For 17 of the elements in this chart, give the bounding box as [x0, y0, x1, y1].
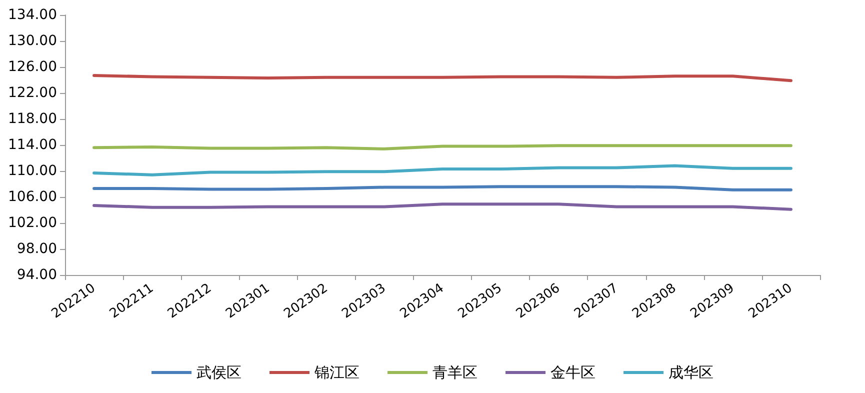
y-tick-label: 134.00 [8, 7, 57, 23]
legend-label: 成华区 [668, 364, 714, 382]
y-tick-label: 126.00 [8, 59, 57, 75]
line-series [92, 164, 792, 176]
y-tick-label: 130.00 [8, 33, 57, 49]
y-tick-label: 114.00 [8, 137, 57, 153]
y-tick-label: 98.00 [16, 241, 57, 257]
legend-label: 锦江区 [314, 364, 360, 382]
y-tick-label: 106.00 [8, 189, 57, 205]
legend-label: 金牛区 [550, 364, 596, 382]
y-tick-label: 118.00 [8, 111, 57, 127]
legend-label: 武侯区 [196, 364, 242, 382]
y-tick-label: 122.00 [8, 85, 57, 101]
y-tick-label: 94.00 [16, 267, 57, 283]
y-tick-label: 110.00 [8, 163, 57, 179]
legend-label: 青羊区 [432, 364, 478, 382]
y-tick-label: 102.00 [8, 215, 57, 231]
